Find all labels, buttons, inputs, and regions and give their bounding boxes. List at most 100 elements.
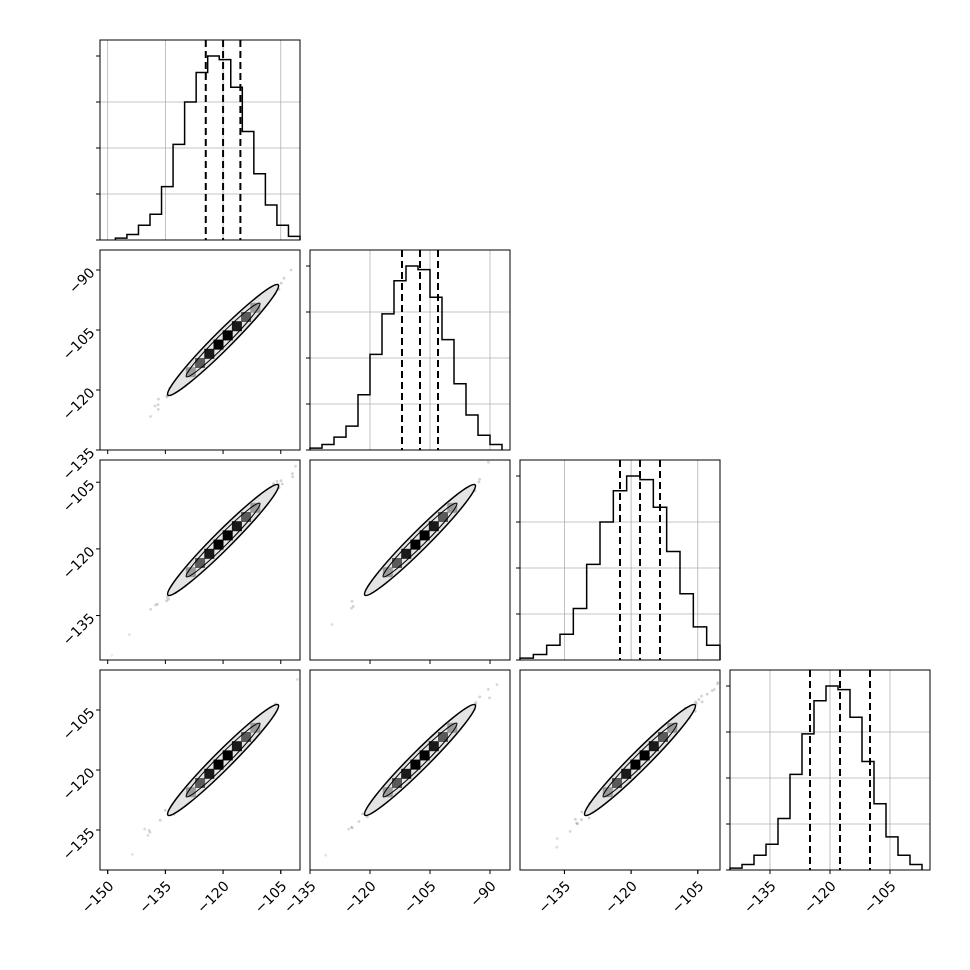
contour-inner-4 — [382, 722, 458, 798]
sample-point — [158, 818, 162, 822]
pair-frame-0 — [99, 249, 301, 451]
density-cell — [602, 787, 613, 798]
sample-point — [697, 698, 701, 701]
sample-point — [279, 281, 283, 285]
sample-point — [289, 268, 293, 272]
x-tick-label-0-3: −105 — [252, 878, 291, 917]
density-cell — [447, 502, 458, 513]
histogram-frame-1 — [309, 249, 511, 451]
histogram-steps-1 — [309, 265, 503, 450]
density-cell — [222, 530, 233, 541]
pair-content-2 — [330, 460, 490, 626]
density-cell — [231, 521, 242, 532]
pair-frame-5 — [519, 669, 721, 871]
sample-point — [143, 827, 147, 831]
sample-point — [488, 696, 491, 700]
x-tick-label-1-0: −135 — [281, 878, 320, 917]
pair-frame-1 — [99, 459, 301, 661]
sample-point — [324, 853, 328, 857]
sample-point — [307, 446, 310, 449]
density-cell — [204, 768, 215, 779]
sample-point — [347, 827, 351, 831]
y-tick-label-3-2: −105 — [60, 705, 99, 744]
sample-point — [301, 682, 304, 685]
sample-point — [478, 695, 482, 699]
density-cell — [185, 567, 196, 578]
x-tick-label-0-1: −135 — [137, 878, 176, 917]
x-tick-label-2-0: −135 — [536, 878, 575, 917]
contour-inner-2 — [382, 502, 458, 578]
sample-point — [580, 810, 584, 814]
pair-content-5 — [555, 681, 720, 849]
sample-point — [478, 477, 481, 481]
histogram-panel-2 — [516, 459, 721, 661]
sample-point — [165, 395, 169, 399]
sample-point — [279, 479, 283, 483]
density-cell — [250, 302, 261, 313]
density-cell — [241, 732, 252, 742]
sample-point — [350, 825, 353, 829]
sample-point — [710, 689, 714, 693]
y-tick-label-3-1: −120 — [60, 765, 99, 804]
density-cell — [410, 539, 421, 550]
sample-point — [330, 623, 334, 626]
sample-point — [705, 692, 709, 696]
sample-point — [351, 605, 355, 608]
density-cell — [447, 722, 458, 733]
density-cell — [621, 768, 632, 779]
sample-point — [156, 408, 160, 411]
x-tick-label-0-0: −150 — [79, 878, 118, 917]
sample-point — [157, 397, 160, 401]
sample-point — [495, 683, 499, 687]
density-cell — [648, 741, 659, 752]
pair-frame-4 — [309, 669, 511, 871]
pair-content-3 — [130, 678, 304, 856]
density-cell — [231, 741, 242, 752]
sample-point — [350, 599, 354, 603]
y-tick-label-3-0: −135 — [60, 825, 99, 864]
sample-point — [165, 595, 169, 599]
density-cell — [195, 358, 206, 368]
density-cell — [382, 787, 393, 798]
sample-point — [700, 694, 703, 698]
pair-panel-1-2 — [309, 459, 511, 661]
sample-point — [486, 688, 490, 691]
density-cell — [667, 722, 678, 733]
sample-point — [167, 597, 171, 601]
density-cell — [250, 502, 261, 513]
sample-point — [148, 830, 152, 834]
pair-content-0 — [149, 268, 293, 418]
sample-point — [712, 688, 716, 691]
density-cell — [392, 558, 402, 568]
sample-point — [165, 599, 169, 603]
sample-point — [296, 678, 299, 681]
sample-point — [291, 472, 294, 476]
x-tick-label-3-0: −135 — [741, 878, 780, 917]
density-cell — [204, 548, 215, 559]
sample-point — [291, 475, 295, 479]
density-cell — [241, 312, 252, 322]
x-tick-label-1-3: −90 — [467, 878, 499, 910]
sample-point — [147, 828, 151, 832]
sample-point — [555, 837, 559, 840]
y-tick-label-2-0: −135 — [60, 611, 99, 650]
sample-point — [580, 818, 583, 822]
histogram-frame-2 — [519, 459, 721, 661]
y-tick-label-2-1: −120 — [60, 544, 99, 583]
density-cell — [185, 367, 196, 378]
x-tick-label-3-2: −105 — [861, 878, 900, 917]
density-cell — [392, 778, 402, 788]
density-cell — [612, 778, 622, 788]
density-cell — [222, 750, 233, 761]
sample-point — [568, 830, 572, 833]
sample-point — [487, 460, 490, 464]
sample-point — [350, 606, 353, 610]
sample-point — [110, 653, 114, 657]
histogram-steps-0 — [114, 55, 301, 240]
density-cell — [419, 750, 430, 761]
sample-point — [272, 482, 275, 486]
sample-point — [716, 682, 719, 686]
sample-point — [156, 602, 159, 606]
density-cell — [195, 558, 206, 568]
density-cell — [241, 512, 252, 522]
